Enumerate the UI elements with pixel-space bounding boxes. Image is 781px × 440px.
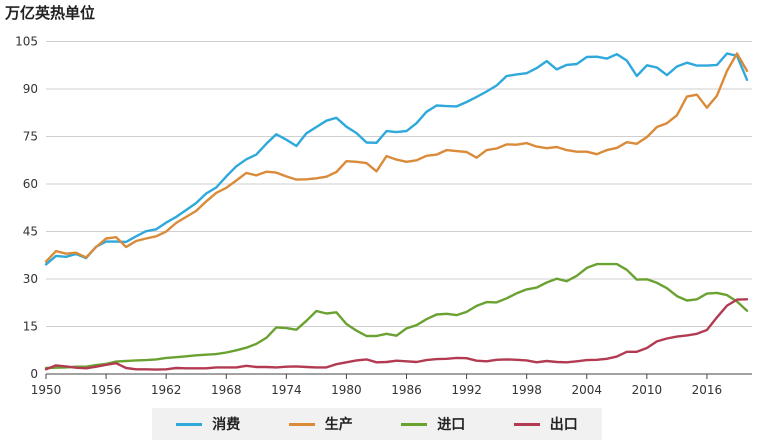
- legend-label-exports: 出口: [549, 417, 578, 433]
- series-lines: [44, 52, 749, 371]
- line-chart: 0 15 30 45 60 75 90 105 1950 1956 1962 1968 1974 198…: [15, 35, 752, 397]
- legend-item-production: 生产: [288, 414, 353, 434]
- x-tick-label: 1956: [91, 383, 122, 397]
- legend-item-exports: 出口: [513, 414, 578, 434]
- y-tick-label: 90: [23, 82, 38, 96]
- x-tick-label: 2016: [692, 383, 723, 397]
- legend-swatch-production: [288, 422, 315, 426]
- y-tick-label: 105: [15, 35, 38, 49]
- legend-label-production: 生产: [324, 417, 353, 433]
- x-tick-label: 1968: [211, 383, 242, 397]
- x-tick-label: 2004: [571, 383, 602, 397]
- legend: 消费 生产 进口 出口: [152, 408, 602, 440]
- series-line-exports: [44, 298, 749, 371]
- legend-label-consumption: 消费: [212, 417, 241, 433]
- grid-lines: [46, 41, 752, 327]
- y-tick-label: 75: [23, 130, 38, 144]
- legend-label-imports: 进口: [437, 417, 466, 433]
- series-line-production: [44, 52, 749, 263]
- x-tick-label: 1986: [391, 383, 422, 397]
- y-tick-label: 15: [23, 320, 38, 334]
- x-tick-label: 1950: [31, 383, 62, 397]
- y-tick-label: 30: [23, 272, 38, 286]
- y-unit-label: 万亿英热单位: [5, 4, 96, 22]
- y-tick-label: 45: [23, 225, 38, 239]
- x-axis: 1950 1956 1962 1968 1974 1980 1986 1992 1998 2004…: [31, 373, 752, 397]
- x-tick-label: 1998: [511, 383, 542, 397]
- x-tick-label: 1962: [151, 383, 182, 397]
- legend-item-consumption: 消费: [176, 414, 240, 434]
- legend-item-imports: 进口: [401, 414, 465, 434]
- legend-swatch-exports: [513, 422, 540, 426]
- legend-swatch-imports: [401, 422, 428, 426]
- x-tick-label: 1974: [271, 383, 302, 397]
- y-tick-label: 60: [23, 177, 38, 191]
- y-axis-ticks: 0 15 30 45 60 75 90 105: [15, 35, 38, 382]
- x-tick-label: 2010: [632, 383, 663, 397]
- y-tick-label: 0: [30, 367, 38, 381]
- legend-swatch-consumption: [176, 422, 203, 426]
- series-line-consumption: [44, 52, 749, 266]
- x-tick-label: 1992: [451, 383, 482, 397]
- x-tick-label: 1980: [331, 383, 362, 397]
- series-line-imports: [44, 262, 749, 370]
